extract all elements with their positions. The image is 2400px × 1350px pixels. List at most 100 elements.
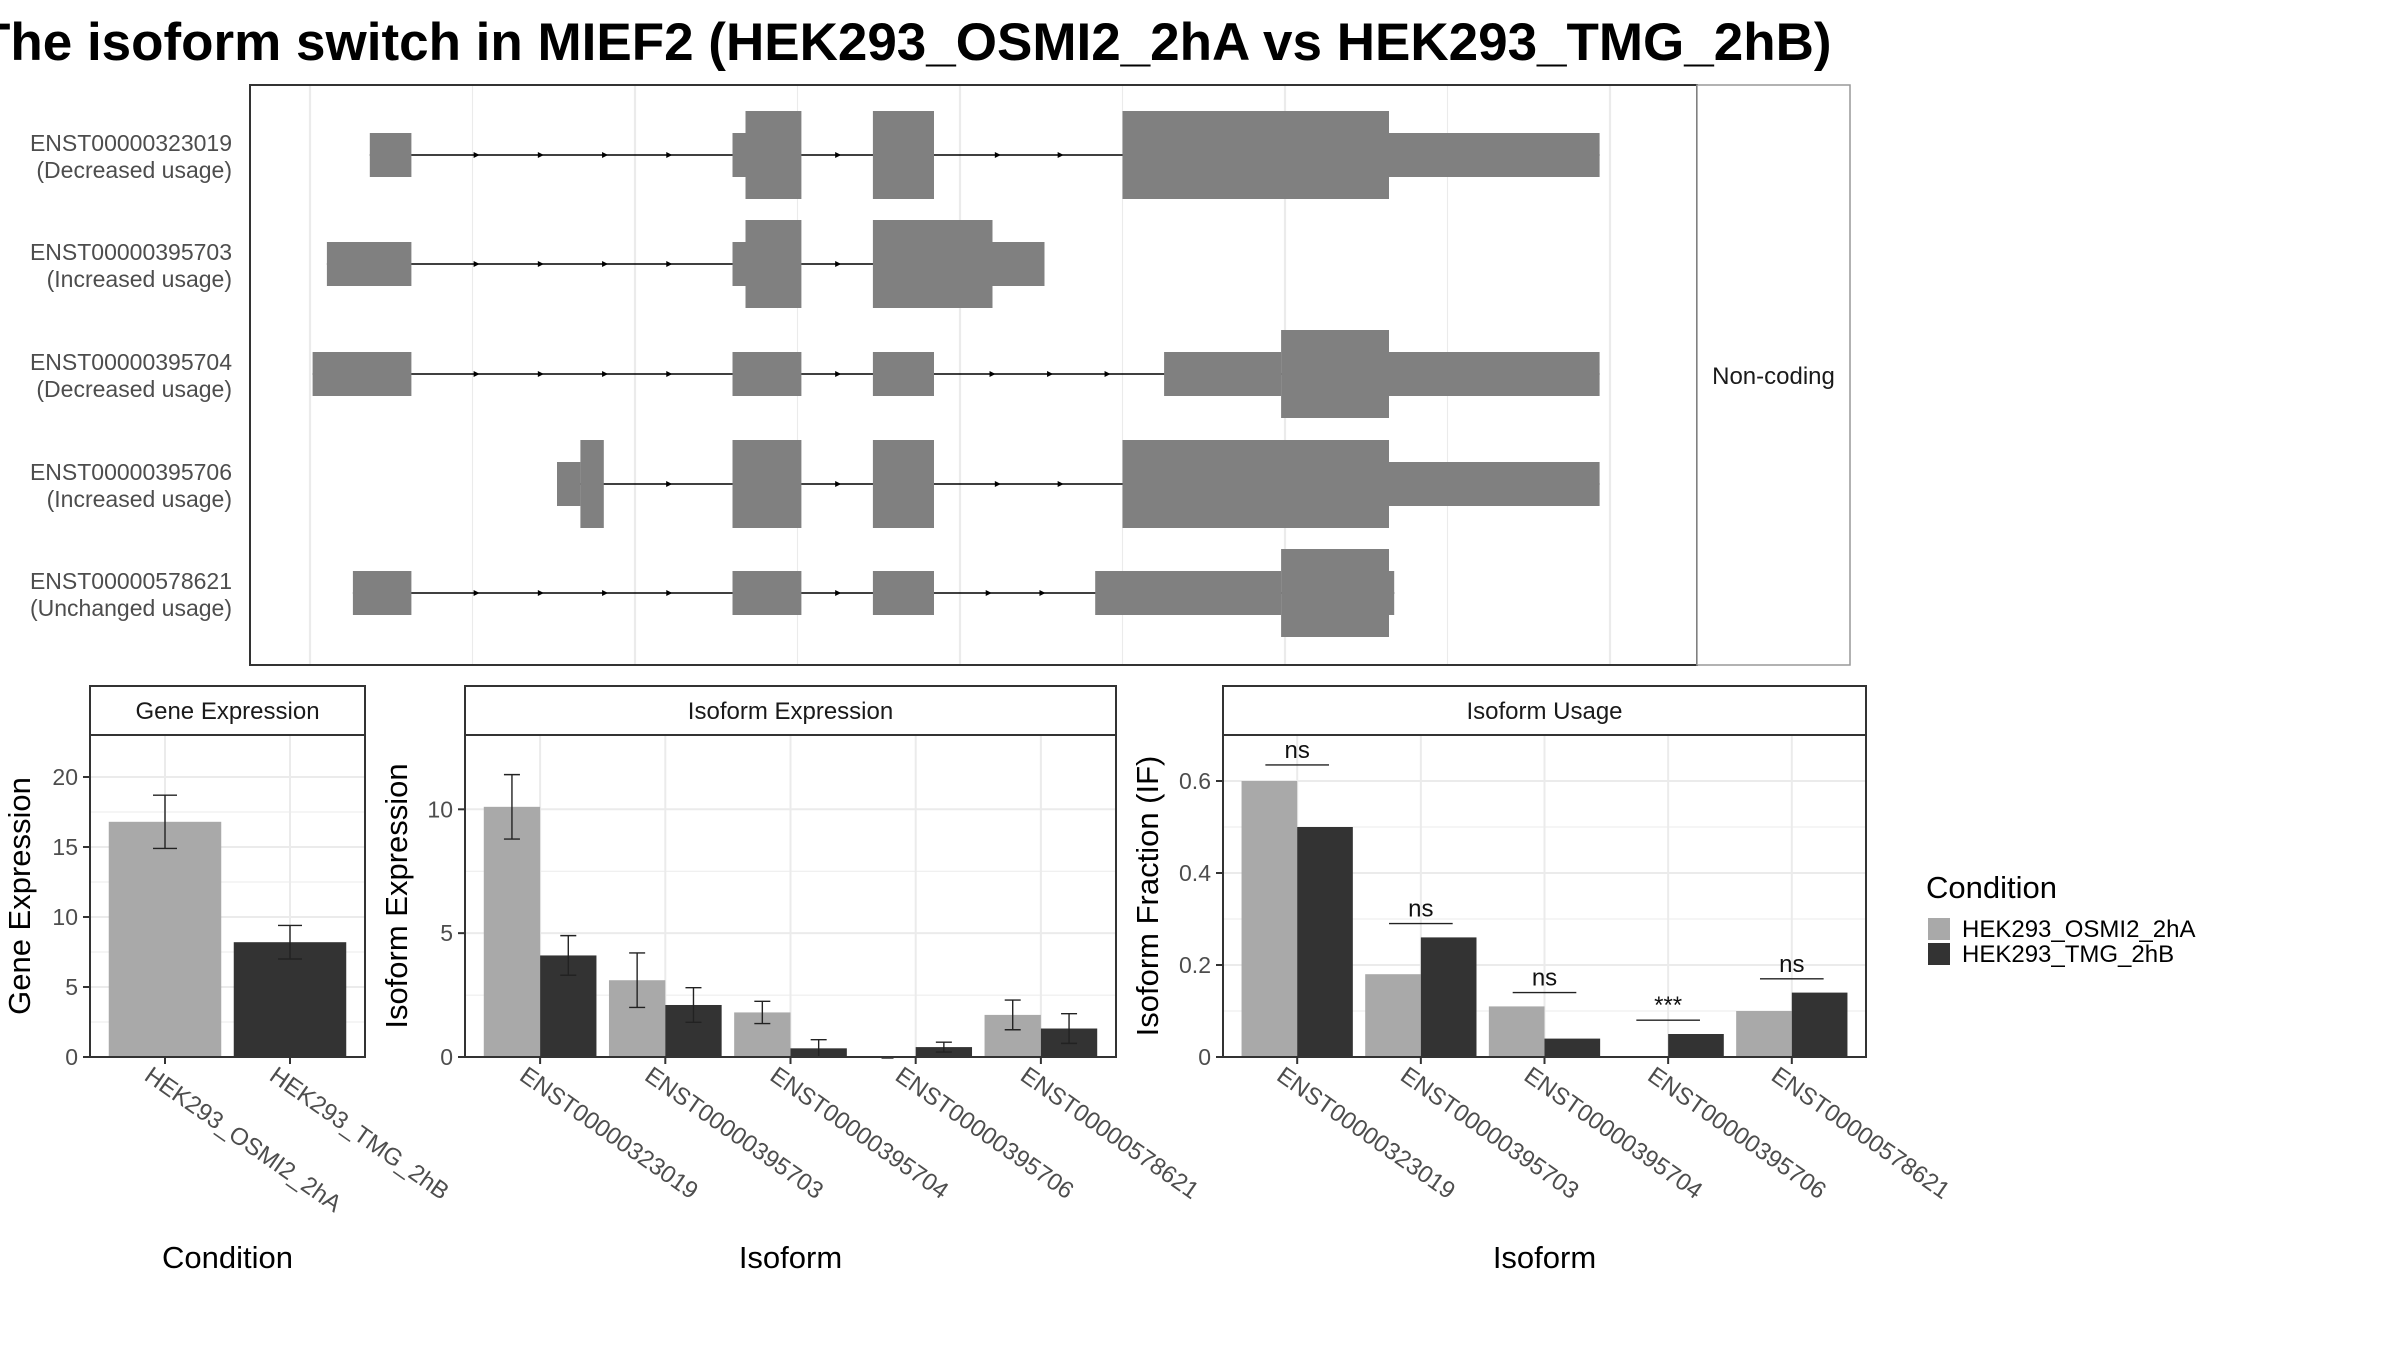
significance-label: ns bbox=[1779, 951, 1804, 978]
isoform-usage-label: (Decreased usage) bbox=[36, 376, 232, 402]
error-bar bbox=[278, 924, 302, 960]
exon-utr bbox=[1389, 133, 1600, 177]
y-tick-label: 15 bbox=[52, 834, 78, 860]
isoform-row: ENST00000395704(Decreased usage) bbox=[30, 330, 1600, 418]
legend-title: Condition bbox=[1926, 870, 2057, 905]
significance-annotation: ns bbox=[1265, 737, 1330, 766]
y-tick-label: 5 bbox=[65, 974, 78, 1000]
bar bbox=[1791, 992, 1848, 1057]
exon-utr bbox=[732, 571, 802, 615]
intron-arrow bbox=[666, 152, 673, 158]
intron-arrow bbox=[994, 152, 1001, 158]
isoform-label: ENST00000395704 bbox=[30, 349, 232, 375]
panel-title: Isoform Expression bbox=[688, 698, 893, 725]
significance-label: ns bbox=[1532, 965, 1557, 992]
bar bbox=[1488, 1006, 1545, 1057]
exon-cds bbox=[745, 220, 802, 308]
legend-label: HEK293_OSMI2_2hA bbox=[1962, 916, 2195, 943]
isoform-label: ENST00000395703 bbox=[30, 239, 232, 265]
y-tick-label: 0.2 bbox=[1179, 952, 1211, 978]
intron-arrow bbox=[602, 152, 609, 158]
exon-cds bbox=[872, 440, 934, 528]
significance-annotation: *** bbox=[1636, 992, 1700, 1021]
exon-utr bbox=[732, 133, 746, 177]
legend-key bbox=[1928, 918, 1950, 940]
intron-arrow bbox=[537, 371, 544, 377]
intron-arrow bbox=[989, 371, 996, 377]
error-bar bbox=[560, 934, 577, 976]
x-tick-label: HEK293_OSMI2_2hA bbox=[140, 1062, 347, 1218]
error-bar bbox=[935, 1041, 952, 1053]
exon-cds bbox=[872, 220, 993, 308]
y-tick-label: 0 bbox=[440, 1044, 453, 1070]
legend-key bbox=[1928, 943, 1950, 965]
bar bbox=[108, 821, 222, 1057]
intron-arrow bbox=[602, 590, 609, 596]
intron-arrow bbox=[1047, 371, 1054, 377]
isoform-usage-label: (Decreased usage) bbox=[36, 157, 232, 183]
significance-label: *** bbox=[1654, 992, 1682, 1019]
exon-cds bbox=[580, 440, 604, 528]
isoform-label: ENST00000395706 bbox=[30, 459, 232, 485]
intron-arrow bbox=[835, 152, 842, 158]
exon-utr bbox=[872, 352, 934, 396]
x-axis-title: Isoform bbox=[739, 1240, 842, 1275]
intron-arrow bbox=[537, 590, 544, 596]
isoform-row: ENST00000323019(Decreased usage) bbox=[30, 111, 1600, 199]
exon-utr bbox=[1389, 462, 1600, 506]
isoform-row: ENST00000395703(Increased usage) bbox=[30, 220, 1045, 308]
bar bbox=[483, 806, 541, 1057]
bar bbox=[1736, 1011, 1792, 1057]
exon-cds bbox=[872, 111, 934, 199]
legend-label: HEK293_TMG_2hB bbox=[1962, 941, 2174, 968]
y-tick-label: 0.4 bbox=[1179, 860, 1211, 886]
isoform-usage-label: (Increased usage) bbox=[47, 266, 232, 292]
intron-arrow bbox=[835, 261, 842, 267]
significance-label: ns bbox=[1408, 896, 1433, 923]
significance-annotation: ns bbox=[1512, 965, 1577, 994]
error-bar bbox=[1004, 999, 1021, 1031]
exon-utr bbox=[369, 133, 412, 177]
y-tick-label: 0.6 bbox=[1179, 768, 1211, 794]
error-bar bbox=[754, 1000, 771, 1025]
intron-arrow bbox=[666, 371, 673, 377]
panel-strip bbox=[89, 685, 366, 736]
intron-arrow bbox=[537, 152, 544, 158]
significance-label: ns bbox=[1285, 737, 1310, 764]
exon-cds bbox=[1281, 549, 1389, 637]
panel-title: Isoform Usage bbox=[1466, 698, 1622, 725]
intron-arrow bbox=[602, 371, 609, 377]
isoform-row: ENST00000578621(Unchanged usage) bbox=[30, 549, 1395, 637]
y-tick-label: 20 bbox=[52, 764, 78, 790]
exon-cds bbox=[732, 440, 802, 528]
intron-arrow bbox=[835, 481, 842, 487]
significance-annotation: ns bbox=[1389, 896, 1453, 925]
isoform-label: ENST00000578621 bbox=[30, 568, 232, 594]
bar bbox=[1668, 1034, 1724, 1057]
error-bar bbox=[629, 952, 646, 1009]
y-tick-label: 0 bbox=[65, 1044, 78, 1070]
exon-utr bbox=[326, 242, 412, 286]
y-axis-title: Isoform Expression bbox=[379, 763, 414, 1028]
y-axis-title: Gene Expression bbox=[2, 777, 37, 1015]
isoform-usage-label: (Increased usage) bbox=[47, 486, 232, 512]
bar bbox=[233, 942, 347, 1057]
page-title: The isoform switch in MIEF2 (HEK293_OSMI… bbox=[0, 13, 1832, 72]
panel-title: Gene Expression bbox=[135, 698, 319, 725]
isoform-label: ENST00000323019 bbox=[30, 130, 232, 156]
y-axis-title: Isoform Fraction (IF) bbox=[1130, 756, 1165, 1037]
intron-arrow bbox=[473, 590, 480, 596]
intron-arrow bbox=[537, 261, 544, 267]
panel-strip bbox=[464, 685, 1117, 736]
y-tick-label: 0 bbox=[1198, 1044, 1211, 1070]
structure-strip bbox=[1696, 84, 1851, 666]
exon-cds bbox=[1122, 440, 1389, 528]
exon-utr bbox=[1164, 352, 1282, 396]
exon-cds bbox=[745, 111, 802, 199]
bar bbox=[1241, 781, 1298, 1057]
exon-utr bbox=[1389, 352, 1600, 396]
